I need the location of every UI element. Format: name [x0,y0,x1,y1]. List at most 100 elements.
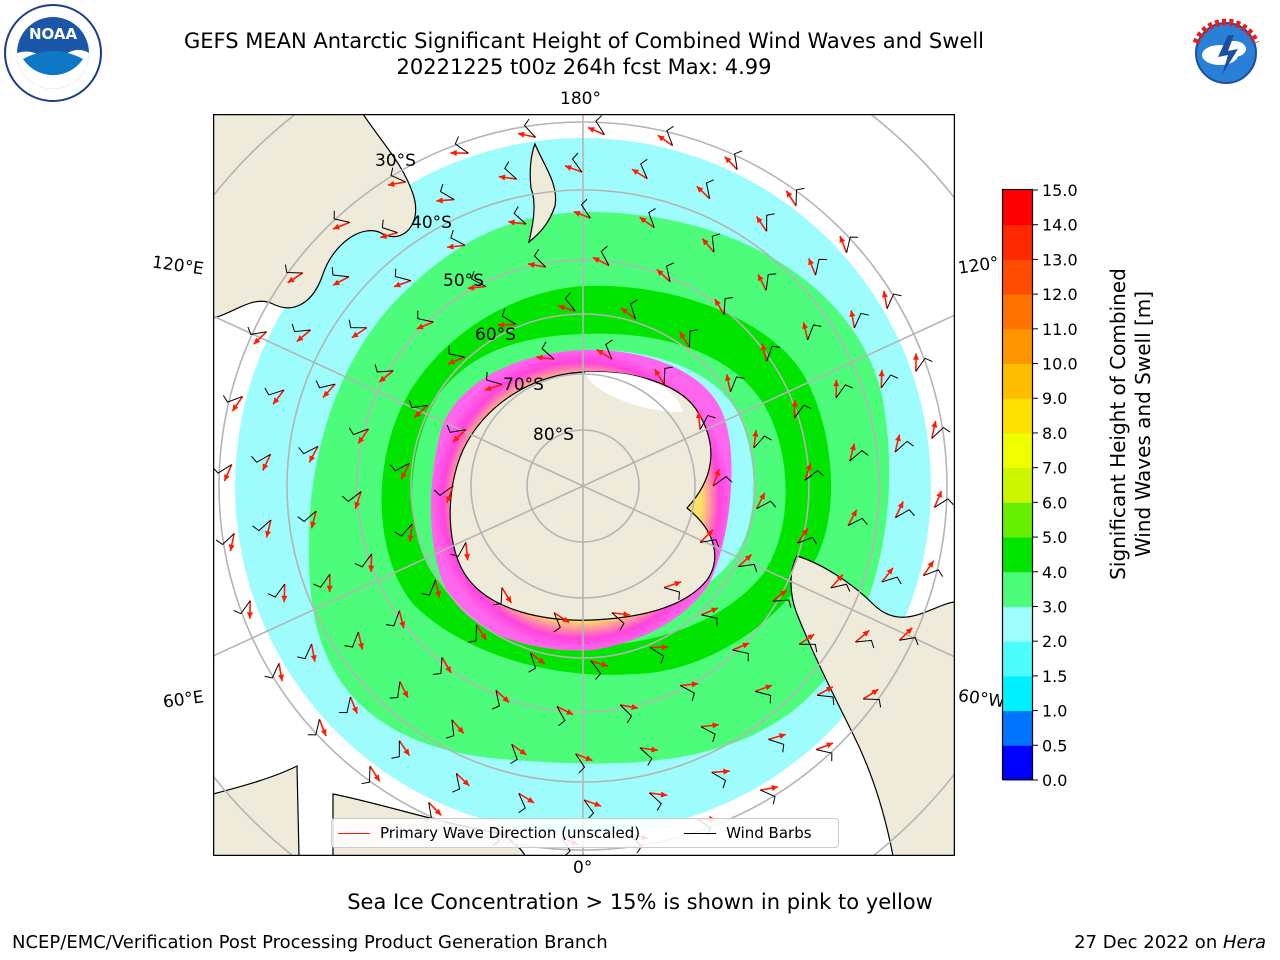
wave-arrow-head [742,642,750,649]
chart-title: GEFS MEAN Antarctic Significant Height o… [183,29,985,53]
wave-arrow-head [414,410,422,418]
wave-arrow-head [881,290,888,298]
wind-barb [541,341,555,360]
footer-producer: NCEP/EMC/Verification Post Processing Pr… [12,932,608,953]
wind-barb [315,380,336,389]
wind-barb [665,262,675,282]
wave-arrow-head [351,331,359,338]
wind-barb [730,376,745,393]
wind-barb [629,299,638,320]
wind-barb [501,308,517,325]
wave-arrow-head [332,223,340,230]
wind-barb [648,207,656,228]
wind-barb [605,339,613,360]
wind-barb [344,631,359,648]
wind-barb [772,599,792,608]
colorbar-tick-label: 4.0 [1042,563,1067,582]
colorbar-segment [1003,502,1032,538]
wave-arrow-head [450,149,457,157]
wind-barb [313,573,331,588]
wind-barb [394,523,413,537]
wind-barb [705,179,714,199]
wind-barb [595,115,605,135]
wind-barb [491,690,501,710]
wind-barb [807,324,822,341]
wind-barb [817,694,835,706]
wind-barb [712,476,733,487]
map-border [213,114,955,856]
wind-barb [611,612,625,631]
wave-arrow-head [862,630,870,637]
wave-arrow-head [224,474,230,482]
wind-barb [450,229,466,246]
wave-arrow-head [679,331,686,339]
colorbar-border [1001,188,1034,781]
wind-barb [863,698,882,708]
wind-barb [291,323,311,333]
wind-barb [793,404,812,419]
wind-barb [513,206,527,225]
wind-barb [680,685,696,701]
wind-barb [486,371,503,385]
wave-arrow-head [791,400,798,407]
wind-barb [450,542,467,558]
wave-arrow-head [587,127,595,133]
wind-barb [934,498,954,508]
chart-subtitle: 20221225 t00z 264h fcst Max: 4.99 [396,55,772,79]
colorbar-segment [1003,641,1032,677]
wave-arrow-head [778,733,786,740]
wind-barb [753,435,772,449]
wave-arrow-head [462,779,470,786]
wind-barb [915,357,933,372]
colorbar-tick-label: 10.0 [1042,355,1078,374]
wind-barb [738,563,758,573]
wind-barb [348,319,367,329]
wind-barb [830,583,851,592]
wave-arrow-head [724,156,732,164]
wind-barb [881,576,902,585]
wave-arrow-head [435,590,441,598]
wave-arrow-head [536,354,543,361]
wave-arrow-head [833,379,840,387]
colorbar-segment [1003,363,1032,399]
wind-barb [354,553,373,568]
wave-arrow-head [445,665,452,673]
footer-date: 27 Dec 2022 on Hera [1074,932,1266,953]
wind-barb [445,719,455,739]
wave-arrow-head [368,565,375,572]
wave-arrow-head [326,585,333,593]
wind-barb [528,652,537,673]
wave-arrow-head [322,390,330,398]
wave-arrow-head [839,235,846,243]
wave-arrow-head [387,181,395,188]
wave-arrow-head [484,385,492,391]
lat-label-80s: 80°S [533,425,574,445]
wind-barb [432,657,443,675]
wind-barb [649,647,665,664]
wind-barb [649,792,662,811]
colorbar-tick-label: 11.0 [1042,320,1078,339]
wind-barb [247,326,267,335]
wave-arrow-head [651,746,658,753]
wave-arrow-head [905,627,913,635]
wind-barb [923,569,944,577]
wave-arrow-head [519,748,527,755]
wind-barb [711,233,721,253]
wave-arrow-head [878,369,885,377]
wave-arrow-head [562,616,570,623]
wind-barb [700,539,720,548]
lon-label-180: 180° [560,89,601,109]
colorbar-segment [1003,675,1032,712]
wind-barb [895,509,915,519]
colorbar-tick-label: 12.0 [1042,285,1078,304]
wave-arrow-head [564,165,572,171]
wave-arrow-head [849,310,856,318]
wind-barb [493,587,503,606]
wave-arrow-head [594,801,602,807]
wave-arrow-head [825,686,833,693]
wave-arrow-head [759,492,765,500]
wave-arrow-head [808,258,814,266]
wind-barb [553,612,561,633]
wind-barb [470,271,486,287]
wave-arrow-head [765,684,773,691]
